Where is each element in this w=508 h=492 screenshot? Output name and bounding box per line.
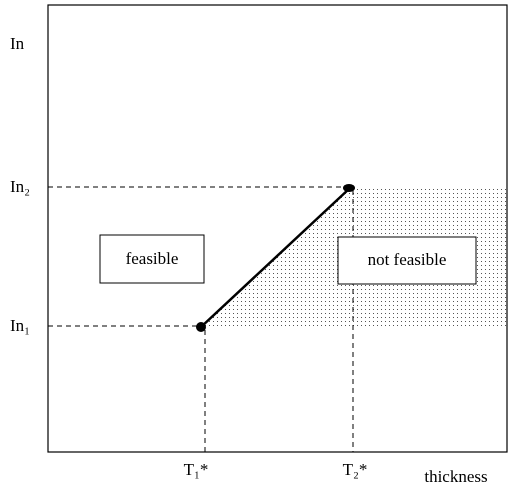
region-box	[99, 234, 205, 284]
boundary-line	[200, 187, 351, 328]
region-box	[337, 236, 477, 285]
y-axis-label: In	[10, 34, 25, 53]
y-tick-label: In₁	[10, 316, 30, 335]
region-label: not feasible	[368, 250, 447, 269]
endpoint	[196, 322, 206, 332]
plot-frame	[47, 4, 508, 453]
y-tick-label: In₂	[10, 177, 30, 196]
region-label: feasible	[126, 249, 179, 268]
x-tick-label: T₂*	[343, 460, 368, 479]
x-tick-label: T₁*	[184, 460, 209, 479]
endpoint	[343, 184, 355, 192]
x-axis-label: thickness	[424, 467, 487, 486]
